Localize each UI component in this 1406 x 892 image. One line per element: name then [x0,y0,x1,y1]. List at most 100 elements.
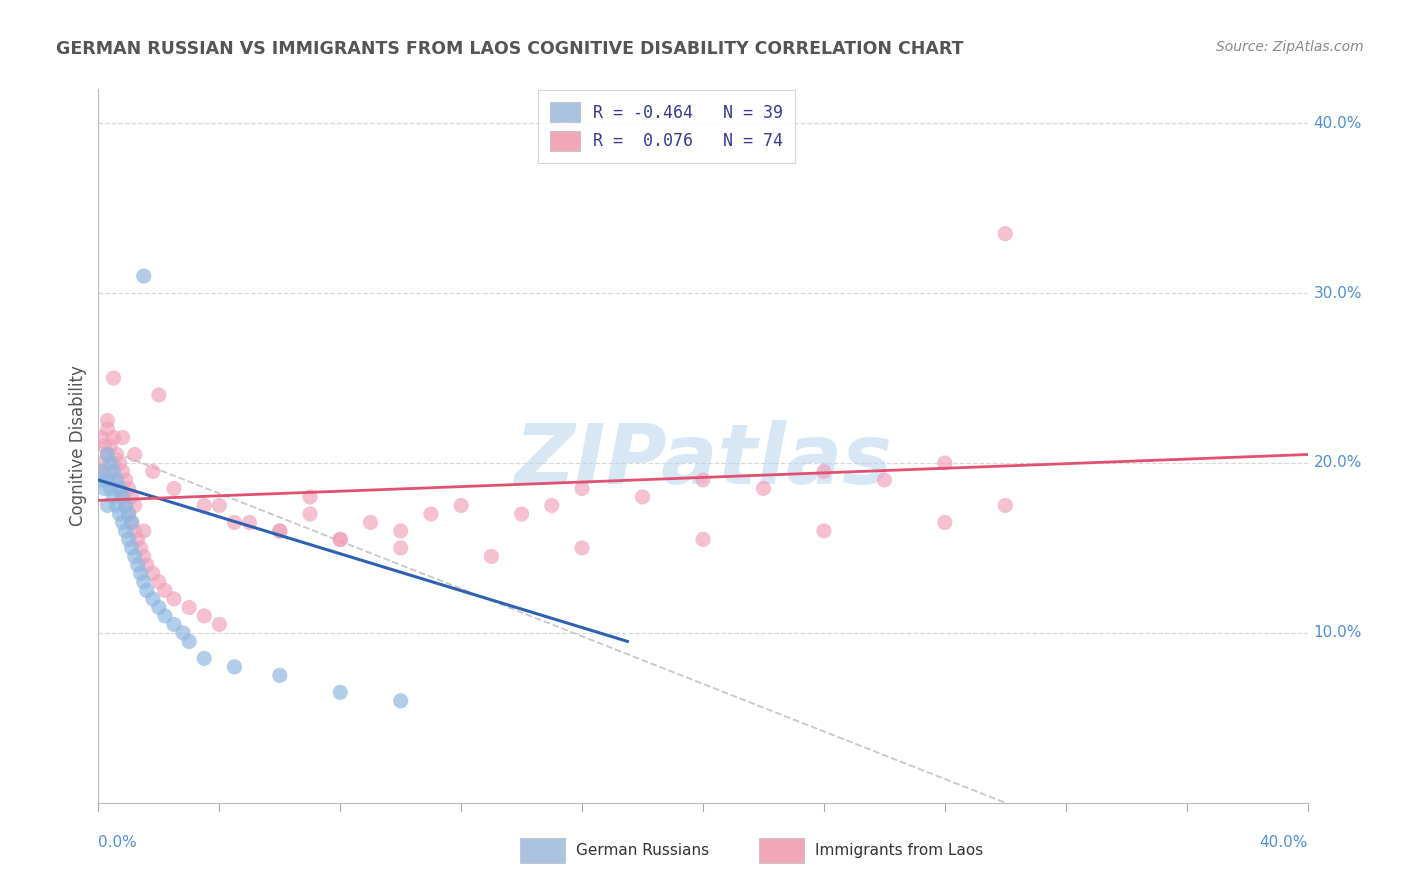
Point [103,465,125,479]
Point [111,490,134,504]
Point [93,465,115,479]
Point [121,541,143,555]
Point [299,490,322,504]
Point [90,465,112,479]
Point [389,524,412,538]
Text: GERMAN RUSSIAN VS IMMIGRANTS FROM LAOS COGNITIVE DISABILITY CORRELATION CHART: GERMAN RUSSIAN VS IMMIGRANTS FROM LAOS C… [56,40,963,58]
Point [105,448,128,462]
Point [163,617,186,632]
Point [692,473,714,487]
Point [124,549,146,564]
Point [571,541,593,555]
Point [118,482,141,496]
Point [193,499,215,513]
Point [124,524,146,538]
Point [571,482,593,496]
Point [127,533,149,547]
Point [269,668,291,682]
Point [103,456,125,470]
Point [96,422,118,436]
Point [510,507,533,521]
Point [269,524,291,538]
Point [994,227,1017,241]
Point [360,516,382,530]
Point [93,439,115,453]
Point [100,456,122,470]
Point [105,499,128,513]
Point [389,694,412,708]
Point [108,507,131,521]
Point [93,482,115,496]
Point [172,626,194,640]
Point [114,473,136,487]
Point [934,456,956,470]
Point [127,558,149,572]
Point [269,524,291,538]
Point [100,482,122,496]
Point [142,591,165,606]
Point [329,533,352,547]
Point [90,473,112,487]
Point [142,465,165,479]
Point [108,482,131,496]
Point [90,430,112,444]
Point [813,465,835,479]
Point [163,591,186,606]
Point [108,482,131,496]
Point [111,490,134,504]
Point [148,574,170,589]
Point [177,600,201,615]
Point [111,516,134,530]
Point [329,533,352,547]
Point [124,448,146,462]
Point [114,499,136,513]
Point [100,439,122,453]
Point [111,430,134,444]
Point [135,583,157,598]
Point [96,448,118,462]
Point [96,448,118,462]
Point [389,541,412,555]
Point [121,516,143,530]
Point [419,507,441,521]
Point [132,574,155,589]
Point [114,524,136,538]
Point [103,371,125,385]
Point [481,549,503,564]
Point [111,465,134,479]
Point [121,516,143,530]
Point [100,465,122,479]
Point [118,507,141,521]
Point [118,533,141,547]
Point [692,533,714,547]
Text: Source: ZipAtlas.com: Source: ZipAtlas.com [1216,40,1364,54]
Point [752,482,775,496]
Point [132,524,155,538]
Point [163,482,186,496]
Text: 10.0%: 10.0% [1313,625,1362,640]
Point [299,507,322,521]
Point [329,685,352,699]
Point [103,430,125,444]
Point [994,499,1017,513]
Text: German Russians: German Russians [576,843,710,857]
Text: ZIPatlas: ZIPatlas [515,420,891,500]
Text: 40.0%: 40.0% [1313,116,1362,131]
Y-axis label: Cognitive Disability: Cognitive Disability [69,366,87,526]
Point [208,499,231,513]
Point [108,456,131,470]
Point [177,634,201,648]
Point [124,499,146,513]
Point [148,600,170,615]
Point [96,413,118,427]
Text: 0.0%: 0.0% [98,835,138,850]
Point [129,541,152,555]
Point [103,490,125,504]
Point [90,456,112,470]
Text: 40.0%: 40.0% [1260,835,1308,850]
Point [450,499,472,513]
Point [148,388,170,402]
Point [114,499,136,513]
Point [132,269,155,284]
Point [540,499,562,513]
